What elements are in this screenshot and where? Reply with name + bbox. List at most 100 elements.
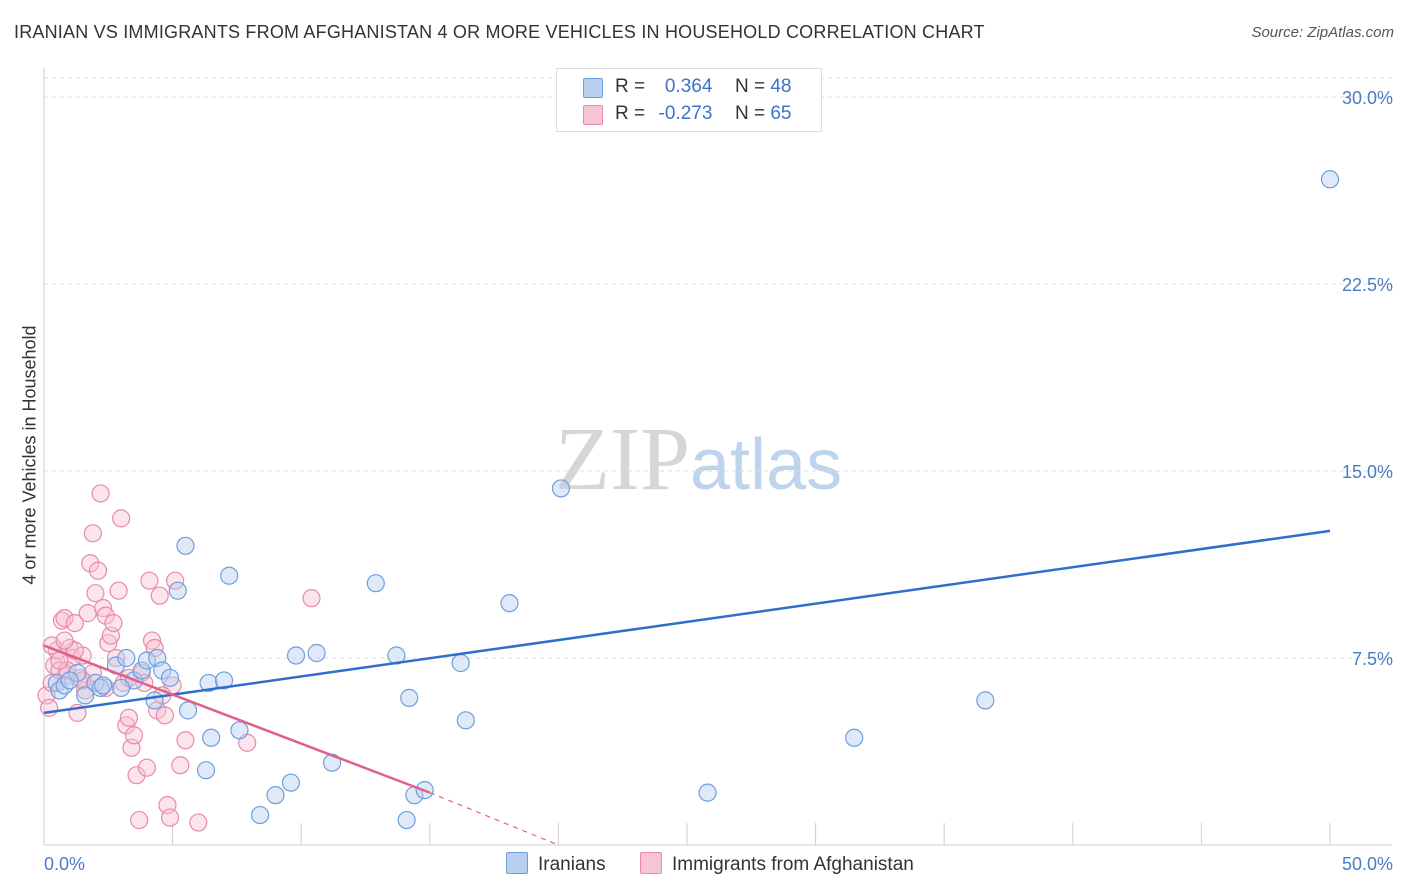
bottom-legend-label-iranians: Iranians: [538, 854, 606, 875]
legend-swatch-afghanistan: [583, 105, 603, 125]
point-iranians: [55, 676, 74, 695]
bottom-legend-iranians: Iranians: [506, 852, 606, 876]
point-afghanistan: [55, 631, 74, 650]
legend-n-label: N =: [734, 103, 766, 124]
watermark-zip: ZIP: [555, 410, 690, 509]
point-afghanistan: [88, 561, 108, 580]
point-afghanistan: [83, 524, 102, 543]
point-iranians: [307, 643, 326, 663]
trend-lines: [43, 529, 1331, 846]
legend-r-label: R =: [615, 103, 646, 124]
point-afghanistan: [171, 756, 190, 775]
point-iranians: [220, 566, 239, 585]
point-iranians: [400, 688, 419, 707]
point-iranians: [397, 810, 416, 830]
y-tick-label: 15.0%: [1342, 462, 1393, 482]
point-iranians: [281, 773, 301, 792]
point-iranians: [168, 581, 187, 600]
point-afghanistan: [130, 810, 149, 830]
x-tick-label-max: 50.0%: [1342, 854, 1393, 874]
chart-title: IRANIAN VS IMMIGRANTS FROM AFGHANISTAN 4…: [14, 22, 985, 42]
point-iranians: [202, 728, 221, 747]
y-tick-label: 30.0%: [1342, 88, 1393, 108]
point-iranians: [68, 663, 87, 683]
point-iranians: [366, 574, 385, 593]
point-iranians: [153, 661, 172, 680]
tick-labels: 7.5% 15.0% 22.5% 30.0% 0.0% 50.0%: [44, 88, 1393, 874]
point-iranians: [76, 686, 95, 705]
point-afghanistan: [96, 606, 115, 625]
point-iranians: [456, 711, 475, 730]
point-iranians: [117, 648, 136, 668]
point-iranians: [230, 721, 249, 740]
point-iranians: [112, 678, 131, 698]
point-afghanistan: [189, 813, 208, 832]
source-label: Source: ZipAtlas.com: [1251, 24, 1394, 41]
legend-r-afghanistan: -0.273: [658, 103, 713, 124]
point-iranians: [551, 479, 571, 498]
point-iranians: [286, 646, 306, 665]
point-afghanistan: [142, 631, 162, 650]
correlation-legend: R = 0.364 N = 48 R = -0.273 N = 65: [556, 68, 822, 132]
point-iranians: [94, 676, 113, 695]
point-afghanistan: [96, 678, 115, 698]
grid: [44, 77, 1392, 659]
point-afghanistan: [117, 716, 136, 735]
legend-r-label: R =: [615, 76, 646, 97]
point-afghanistan: [124, 726, 144, 745]
watermark-atlas: atlas: [690, 425, 843, 505]
point-iranians: [160, 668, 180, 688]
point-iranians: [145, 691, 164, 710]
point-afghanistan: [127, 766, 146, 785]
bottom-swatch-iranians: [506, 852, 528, 874]
point-afghanistan: [78, 604, 97, 623]
bottom-legend-afghanistan: Immigrants from Afghanistan: [640, 852, 914, 876]
y-tick-label: 7.5%: [1352, 649, 1393, 669]
point-iranians: [845, 728, 864, 747]
axes: [43, 68, 1392, 846]
legend-n-label: N =: [734, 76, 766, 97]
point-iranians: [196, 761, 216, 780]
point-afghanistan: [104, 613, 123, 633]
point-afghanistan: [140, 571, 159, 590]
bottom-legend-label-afghanistan: Immigrants from Afghanistan: [672, 854, 914, 875]
point-afghanistan: [86, 584, 105, 603]
point-afghanistan: [150, 586, 169, 605]
series-iranians-points: [47, 170, 1340, 830]
point-afghanistan: [176, 731, 195, 750]
point-iranians: [214, 671, 234, 690]
point-afghanistan: [302, 589, 321, 608]
y-tick-label: 22.5%: [1342, 275, 1393, 295]
watermark: ZIPatlas: [555, 408, 842, 511]
trend-line-iranians: [43, 529, 1331, 715]
point-iranians: [976, 691, 995, 710]
point-afghanistan: [112, 509, 131, 528]
point-iranians: [1320, 170, 1340, 189]
trend-line-afghanistan-extension: [429, 792, 559, 846]
point-afghanistan: [137, 758, 156, 777]
legend-r-iranians: 0.364: [664, 76, 713, 97]
legend-n-afghanistan: 65: [770, 103, 792, 124]
point-iranians: [500, 594, 519, 613]
legend-row-afghanistan: R = -0.273 N = 65: [615, 103, 791, 125]
x-tick-label-min: 0.0%: [44, 854, 85, 874]
point-iranians: [266, 786, 285, 805]
point-afghanistan: [55, 609, 74, 628]
point-afghanistan: [91, 484, 110, 503]
trend-line-afghanistan: [43, 644, 431, 794]
point-afghanistan: [109, 581, 128, 600]
point-iranians: [178, 701, 198, 720]
legend-n-iranians: 48: [770, 76, 792, 97]
point-afghanistan: [99, 633, 118, 653]
point-afghanistan: [40, 698, 59, 717]
point-afghanistan: [160, 808, 180, 827]
point-iranians: [176, 536, 195, 555]
point-iranians: [698, 783, 717, 802]
point-iranians: [132, 661, 151, 680]
point-afghanistan: [94, 599, 113, 618]
point-iranians: [451, 653, 470, 673]
point-afghanistan: [65, 613, 84, 633]
point-afghanistan: [81, 554, 100, 573]
point-afghanistan: [155, 706, 174, 725]
